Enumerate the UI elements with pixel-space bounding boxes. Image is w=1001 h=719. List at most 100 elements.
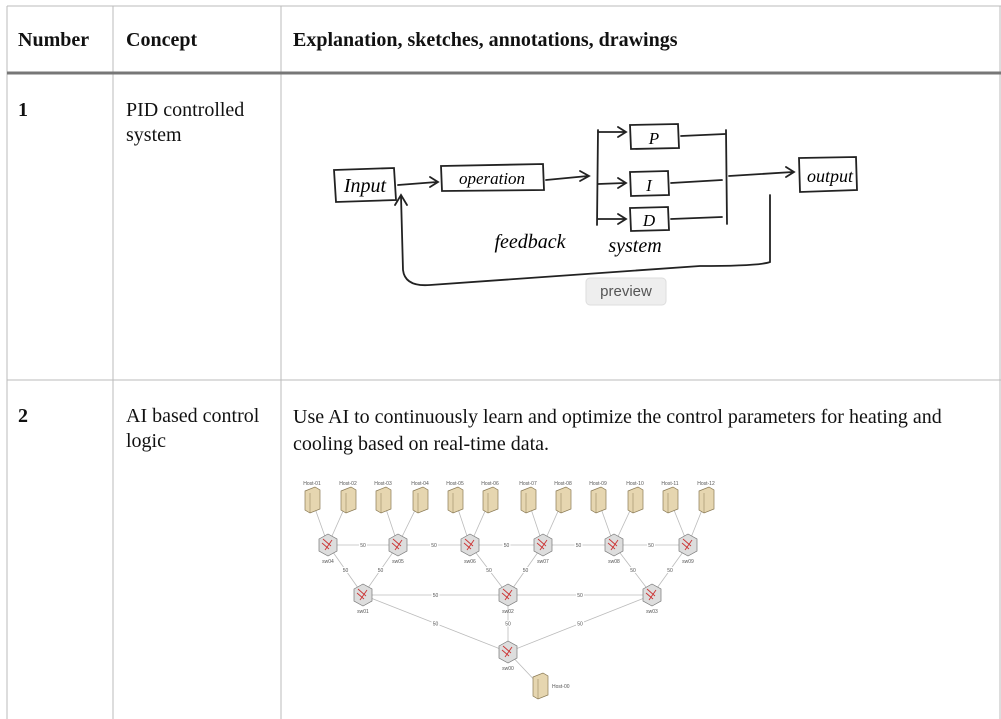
node-label: Host-02 — [339, 481, 357, 487]
switch-lines — [463, 538, 475, 551]
tooltip — [585, 277, 667, 306]
box — [629, 206, 670, 232]
node-label: Host-11 — [661, 481, 678, 487]
box — [629, 170, 670, 197]
host-body — [532, 672, 549, 700]
switch-icon: sw00 — [498, 640, 518, 672]
header-cell: Number — [18, 29, 90, 51]
switch-lines — [607, 538, 619, 551]
host-icon: Host-01 — [303, 481, 321, 514]
switch-icon: sw07 — [533, 533, 553, 565]
switch-lines — [501, 588, 513, 601]
row-concept: PID controlled system — [126, 99, 245, 146]
link-label: 50 — [577, 593, 583, 599]
sketch-label: I — [645, 176, 653, 195]
host-icon: Host-03 — [374, 481, 392, 514]
box — [629, 123, 680, 150]
link-label-bg — [647, 542, 655, 548]
link-label: 50 — [577, 622, 583, 628]
switch-icon: sw06 — [460, 533, 480, 565]
arrow — [545, 170, 591, 182]
arrow — [728, 166, 796, 178]
node-label: sw05 — [392, 559, 404, 565]
node-label: Host-12 — [697, 481, 715, 487]
host-icon: Host-02 — [339, 481, 357, 514]
link-label: 50 — [378, 568, 384, 574]
link-label-bg — [574, 542, 583, 548]
tooltip-text: preview — [600, 283, 652, 300]
host-body — [520, 486, 537, 514]
switch-icon: sw05 — [388, 533, 408, 565]
host-icon: Host-05 — [446, 481, 464, 514]
host-body — [375, 486, 392, 514]
link-label-bg — [504, 620, 512, 627]
link-label: 50 — [630, 568, 636, 574]
link-label: 50 — [431, 543, 437, 549]
switch-lines — [501, 645, 513, 658]
link-label-bg — [359, 542, 367, 548]
sketch-label: Input — [343, 175, 387, 197]
host-icon: Host-11 — [661, 481, 679, 514]
header-cell: Concept — [126, 29, 198, 51]
link-label-bg — [666, 567, 674, 573]
host-body — [698, 486, 715, 514]
host-body — [447, 486, 464, 514]
switch-icon: sw03 — [642, 583, 662, 615]
bracket — [596, 129, 599, 226]
host-body — [482, 486, 499, 514]
host-icon: Host-04 — [411, 481, 429, 514]
link-label-bg — [376, 567, 385, 573]
switch-icon: sw04 — [318, 533, 338, 565]
host-body — [627, 486, 644, 514]
host-body — [590, 486, 607, 514]
link-label: 50 — [648, 543, 654, 549]
row-concept: AI based control logic — [126, 405, 260, 452]
link-label: 50 — [505, 622, 511, 628]
switch-lines — [681, 538, 693, 551]
host-icon: Host-00 — [532, 672, 570, 700]
pid-sketch — [333, 123, 858, 287]
node-label: sw06 — [464, 559, 476, 565]
link-label: 50 — [486, 568, 492, 574]
link-label: 50 — [576, 543, 582, 549]
node-label: Host-00 — [552, 684, 570, 690]
row-number: 2 — [18, 405, 28, 427]
link-label-bg — [521, 567, 530, 573]
link-label-bg — [629, 567, 637, 573]
table-borders — [6, 5, 1001, 719]
header-cell: Explanation, sketches, annotations, draw… — [293, 29, 678, 51]
switch-lines — [645, 588, 657, 601]
host-body — [662, 486, 679, 514]
link-label-bg — [576, 592, 584, 598]
link-label-bg — [576, 620, 584, 627]
node-label: sw09 — [682, 559, 694, 565]
host-body — [340, 486, 357, 514]
node-label: sw01 — [357, 609, 369, 615]
host-body — [412, 486, 429, 514]
sketch-label: feedback — [494, 231, 566, 253]
sketch-label: P — [648, 129, 659, 148]
arrow — [397, 176, 440, 188]
link-label-bg — [431, 620, 440, 627]
host-icon: Host-12 — [697, 481, 715, 514]
sketch-label: output — [807, 166, 854, 186]
link-label: 50 — [433, 622, 439, 628]
switch-icon: sw01 — [353, 583, 373, 615]
switch-lines — [536, 538, 548, 551]
node-label: sw08 — [608, 559, 620, 565]
switch-lines — [321, 538, 333, 551]
row-number: 1 — [18, 99, 28, 121]
node-label: Host-06 — [481, 481, 499, 487]
node-label: sw07 — [537, 559, 549, 565]
link-label-bg — [502, 542, 511, 548]
node-label: Host-05 — [446, 481, 464, 487]
node-label: sw03 — [646, 609, 658, 615]
network-diagram: 50 50 50 50 50 50 50 50 50 50 50 50 50 50 50 50 Host-01 H… — [303, 481, 715, 700]
box — [798, 156, 858, 193]
node-label: Host-04 — [411, 481, 429, 487]
host-icon: Host-06 — [481, 481, 499, 514]
link-label: 50 — [523, 568, 529, 574]
